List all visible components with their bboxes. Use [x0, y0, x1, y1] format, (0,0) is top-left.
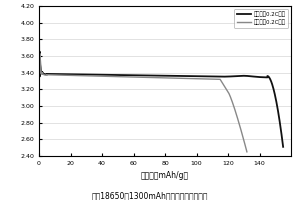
发明电池0.2C放电: [219, 75, 223, 78]
发明电池0.2C放电: [281, 146, 285, 148]
发明电池0.2C放电: [208, 75, 212, 78]
Text: 圆柱18650型1300mAh电池首次放电比容量: 圆柱18650型1300mAh电池首次放电比容量: [92, 191, 208, 200]
普通电池0.2C放电: [37, 44, 41, 47]
发明电池0.2C放电: [237, 75, 240, 77]
普通电池0.2C放电: [245, 151, 249, 153]
普通电池0.2C放电: [223, 86, 227, 88]
发明电池0.2C放电: [252, 75, 255, 78]
Legend: 发明电池0.2C放电, 普通电池0.2C放电: 发明电池0.2C放电, 普通电池0.2C放电: [234, 9, 288, 28]
普通电池0.2C放电: [169, 77, 173, 79]
普通电池0.2C放电: [232, 104, 235, 106]
发明电池0.2C放电: [50, 73, 53, 75]
Line: 发明电池0.2C放电: 发明电池0.2C放电: [39, 23, 283, 147]
普通电池0.2C放电: [165, 77, 169, 79]
发明电池0.2C放电: [37, 21, 41, 24]
普通电池0.2C放电: [37, 23, 41, 26]
Line: 普通电池0.2C放电: 普通电池0.2C放电: [39, 24, 247, 152]
X-axis label: 比容量（mAh/g）: 比容量（mAh/g）: [141, 171, 189, 180]
发明电池0.2C放电: [230, 75, 234, 78]
普通电池0.2C放电: [164, 77, 168, 79]
